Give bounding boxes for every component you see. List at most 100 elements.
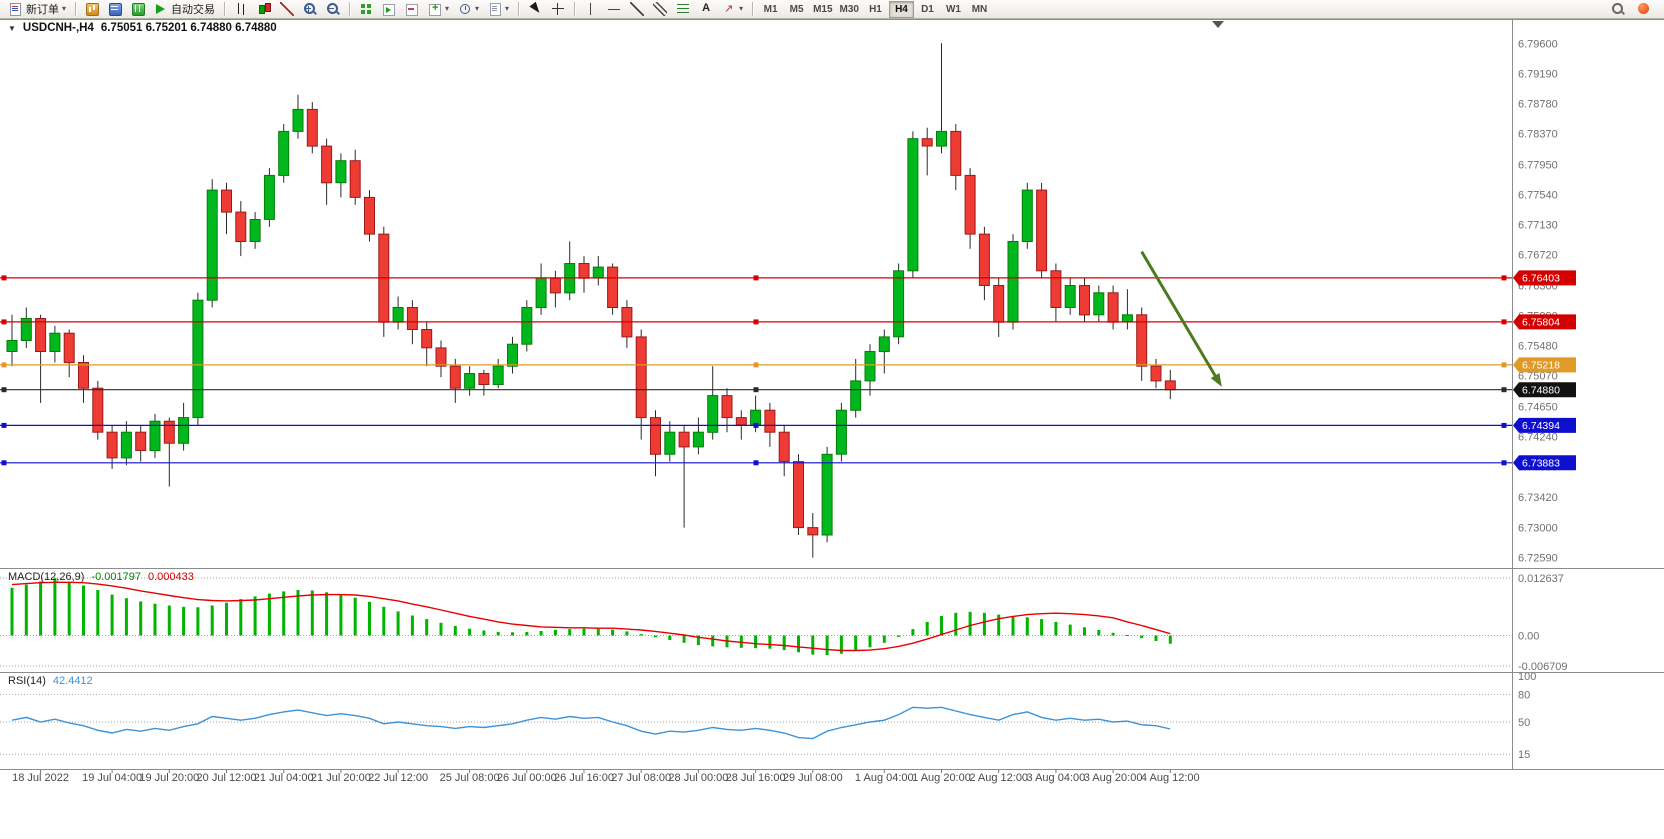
horizontal-line-object[interactable] <box>0 422 1512 428</box>
auto-scroll-button[interactable] <box>378 1 400 18</box>
candle <box>292 94 304 139</box>
text-button[interactable] <box>695 1 717 18</box>
charts-button[interactable] <box>81 1 103 18</box>
line-handle[interactable] <box>1 387 7 393</box>
crosshair-button[interactable] <box>547 1 569 18</box>
chart-shift-button[interactable] <box>401 1 423 18</box>
macd-bar <box>925 621 929 636</box>
horizontal-line-object[interactable] <box>0 319 1512 325</box>
trendline-button[interactable] <box>626 1 648 18</box>
horizontal-line-object[interactable] <box>0 362 1512 368</box>
navigator-button[interactable] <box>127 1 149 18</box>
bar-chart-button[interactable] <box>230 1 252 18</box>
price-tick-label: 6.77950 <box>1518 159 1558 171</box>
macd-bar <box>625 631 629 636</box>
timeframe-mn-button[interactable]: MN <box>967 1 992 18</box>
line-handle[interactable] <box>1 422 7 428</box>
macd-main-value: -0.001797 <box>91 571 141 583</box>
zoom-out-button[interactable] <box>322 1 344 18</box>
horizontal-line-object[interactable] <box>0 275 1512 281</box>
line-chart-button[interactable] <box>276 1 298 18</box>
line-handle[interactable] <box>753 319 759 325</box>
candle <box>1150 358 1162 389</box>
timeframe-h1-button[interactable]: H1 <box>863 1 888 18</box>
periods-button[interactable]: ▾ <box>454 1 483 18</box>
price-tag: 6.74880 <box>1513 382 1576 398</box>
line-handle[interactable] <box>1501 319 1507 325</box>
chevron-down-icon: ▾ <box>739 4 744 13</box>
timeframe-m15-button[interactable]: M15 <box>810 1 835 18</box>
candle <box>936 43 947 154</box>
candle <box>964 168 976 249</box>
timeframe-m5-button[interactable]: M5 <box>784 1 809 18</box>
time-tick-label: 26 Jul 00:00 <box>497 772 557 784</box>
candle <box>1007 234 1019 330</box>
line-handle[interactable] <box>753 387 759 393</box>
price-tick-label: 6.75070 <box>1518 371 1558 383</box>
one-click-trading-toggle-icon[interactable]: ▼ <box>8 23 16 33</box>
zoom-in-button[interactable] <box>299 1 321 18</box>
candlestick-chart-button[interactable] <box>253 1 275 18</box>
candle <box>235 201 247 257</box>
line-handle[interactable] <box>753 460 759 466</box>
line-handle[interactable] <box>1 275 7 281</box>
line-handle[interactable] <box>1 362 7 368</box>
new-order-button[interactable]: 新订单 ▾ <box>5 1 70 18</box>
macd-bar <box>596 628 600 636</box>
macd-bar <box>539 631 543 636</box>
cursor-button[interactable] <box>524 1 546 18</box>
macd-bar <box>1054 621 1058 636</box>
macd-bar <box>1025 617 1029 636</box>
line-handle[interactable] <box>753 422 759 428</box>
search-button[interactable] <box>1607 1 1629 18</box>
macd-bar <box>339 594 343 636</box>
autotrading-button[interactable]: 自动交易 <box>150 1 219 18</box>
bid-price-line[interactable] <box>0 387 1512 393</box>
horizontal-line-object[interactable] <box>0 460 1512 466</box>
candle <box>1136 307 1148 381</box>
macd-bar <box>954 612 958 636</box>
line-handle[interactable] <box>1501 460 1507 466</box>
price-tick-label: 6.77130 <box>1518 220 1558 232</box>
templates-button[interactable]: ▾ <box>484 1 513 18</box>
candle <box>907 131 919 279</box>
tile-windows-button[interactable] <box>355 1 377 18</box>
line-handle[interactable] <box>1501 275 1507 281</box>
equidistant-channel-button[interactable] <box>649 1 671 18</box>
line-handle[interactable] <box>1501 387 1507 393</box>
macd-bar <box>496 631 500 636</box>
auto-scroll-icon <box>382 2 396 16</box>
line-handle[interactable] <box>1 460 7 466</box>
candle <box>20 307 32 348</box>
market-watch-button[interactable] <box>104 1 126 18</box>
macd-bar <box>582 628 586 636</box>
timeframe-d1-button[interactable]: D1 <box>915 1 940 18</box>
line-handle[interactable] <box>753 362 759 368</box>
macd-bar <box>568 629 572 636</box>
line-handle[interactable] <box>1501 422 1507 428</box>
candle <box>535 263 547 315</box>
time-tick-label: 28 Jul 16:00 <box>726 772 786 784</box>
alert-button[interactable] <box>1633 1 1655 18</box>
time-tick-label: 2 Aug 12:00 <box>969 772 1028 784</box>
vertical-line-button[interactable] <box>580 1 602 18</box>
arrows-button[interactable]: ▾ <box>718 1 747 18</box>
horizontal-line-button[interactable] <box>603 1 625 18</box>
macd-bar <box>1154 635 1158 641</box>
timeframe-m1-button[interactable]: M1 <box>758 1 783 18</box>
timeframe-h4-button[interactable]: H4 <box>888 0 914 18</box>
line-handle[interactable] <box>753 275 759 281</box>
zoom-out-icon <box>326 2 341 16</box>
indicators-button[interactable]: ▾ <box>424 1 453 18</box>
fibonacci-button[interactable] <box>672 1 694 18</box>
arrow-object[interactable] <box>1140 250 1222 387</box>
timeframe-m30-button[interactable]: M30 <box>837 1 862 18</box>
line-handle[interactable] <box>1 319 7 325</box>
timeframe-w1-button[interactable]: W1 <box>941 1 966 18</box>
macd-bar <box>239 599 243 636</box>
line-handle[interactable] <box>1501 362 1507 368</box>
candle <box>63 329 75 378</box>
price-tick-label: 6.75480 <box>1518 341 1558 353</box>
